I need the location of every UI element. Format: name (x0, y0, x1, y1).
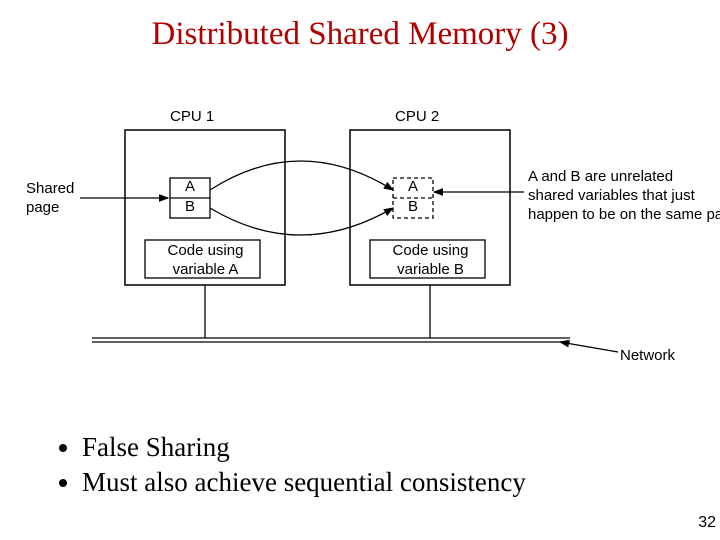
page-number: 32 (698, 514, 716, 532)
label-var-a-1: A (185, 178, 195, 197)
label-cpu1: CPU 1 (170, 108, 214, 127)
page-title: Distributed Shared Memory (3) (0, 16, 720, 53)
label-code-a: Code using variable A (153, 242, 258, 280)
label-var-a-2: A (408, 178, 418, 197)
label-var-b-1: B (185, 198, 195, 217)
label-note: A and B are unrelated shared variables t… (528, 168, 720, 224)
bullet-item: Must also achieve sequential consistency (82, 467, 526, 498)
label-shared-page: Shared page (26, 180, 74, 218)
label-cpu2: CPU 2 (395, 108, 439, 127)
label-var-b-2: B (408, 198, 418, 217)
label-network: Network (620, 347, 675, 366)
dsm-diagram: CPU 1 CPU 2 Shared page Code using varia… (0, 90, 720, 380)
bullet-list: False Sharing Must also achieve sequenti… (60, 432, 526, 502)
bullet-item: False Sharing (82, 432, 526, 463)
label-code-b: Code using variable B (378, 242, 483, 280)
